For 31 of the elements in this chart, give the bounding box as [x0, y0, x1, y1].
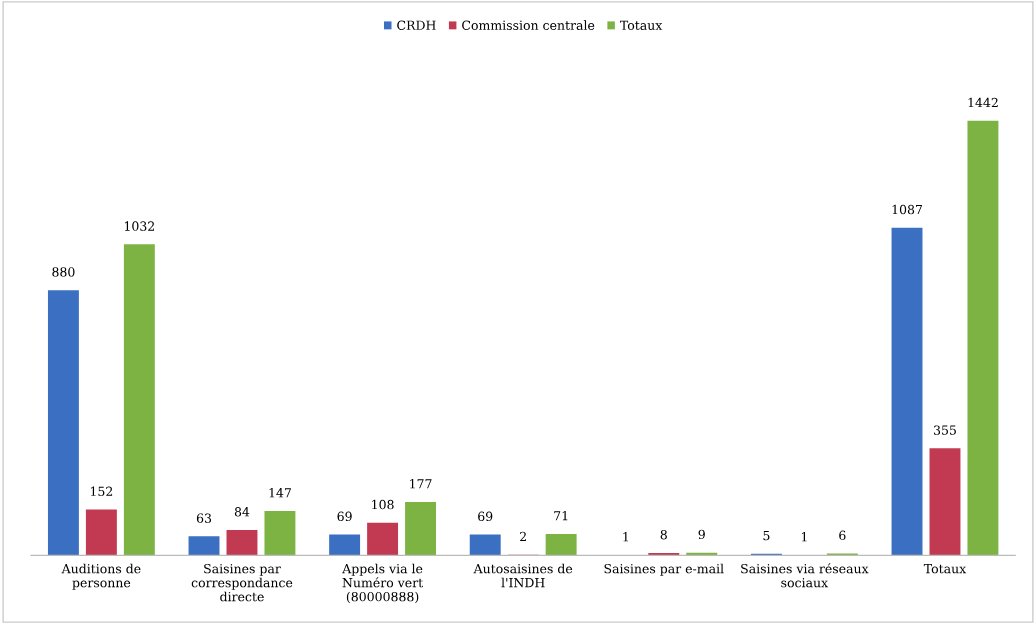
legend-label: Commission centrale [462, 20, 595, 30]
data-label: 8 [660, 529, 667, 540]
data-label: 63 [196, 513, 212, 523]
legend-label: CRDH [397, 20, 436, 30]
x-tick-label: Totaux [923, 564, 967, 574]
data-label: 177 [410, 479, 432, 489]
data-label: 1 [623, 532, 629, 542]
x-tick-label: Saisines par e-mail [604, 563, 724, 576]
data-label: 6 [839, 530, 846, 541]
data-label: 880 [52, 267, 75, 277]
x-tick-label: Autosaisines de l'INDH [473, 563, 573, 588]
data-label: 1032 [124, 221, 155, 231]
data-label: 2 [520, 531, 526, 542]
x-tick-label: Auditions de personne [61, 563, 141, 590]
data-label: 355 [934, 425, 956, 435]
data-label: 152 [90, 486, 113, 497]
data-label: 108 [372, 499, 394, 510]
x-tick-label: Saisines par correspondance directe [191, 563, 293, 602]
x-tick-label: Appels via le Numéro vert (80000888) [342, 563, 424, 604]
data-label: 1442 [968, 97, 998, 108]
data-label: 84 [234, 507, 250, 517]
x-tick-label: Saisines via réseaux sociaux [741, 563, 869, 588]
data-label: 1 [801, 532, 807, 542]
data-label: 71 [554, 510, 568, 521]
data-label: 1087 [892, 204, 923, 215]
data-label: 69 [478, 511, 493, 522]
legend-label: Totaux [620, 20, 663, 30]
data-label: 69 [337, 511, 352, 522]
data-label: 147 [269, 488, 291, 498]
data-label: 5 [763, 531, 770, 541]
data-label: 9 [698, 529, 705, 540]
